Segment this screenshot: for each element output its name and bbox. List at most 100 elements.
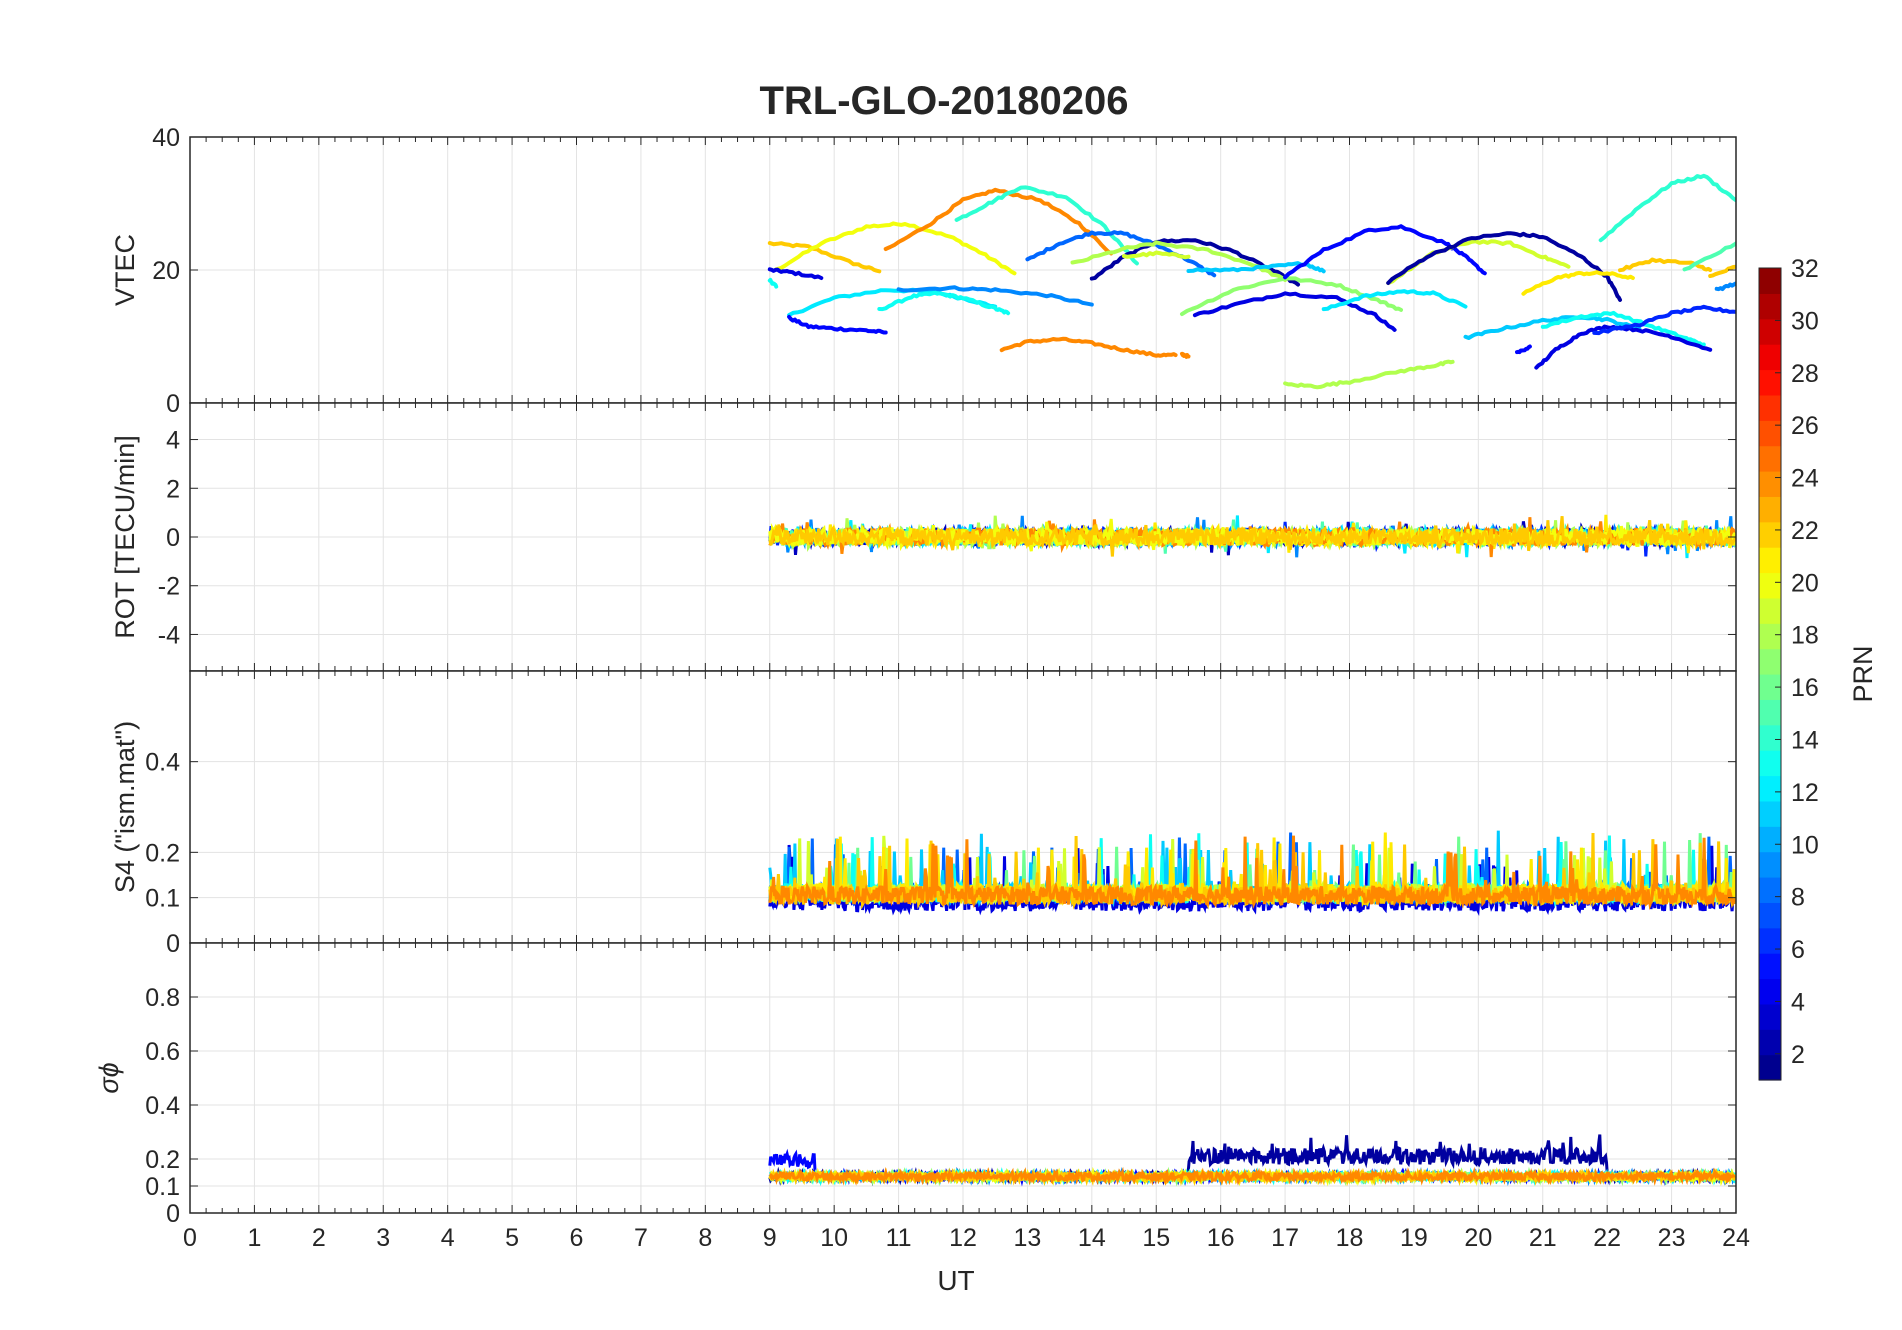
colorbar-segment xyxy=(1759,902,1781,929)
x-tick-label: 22 xyxy=(1593,1224,1621,1252)
x-tick-label: 17 xyxy=(1271,1224,1299,1252)
colorbar-tick-label: 14 xyxy=(1791,726,1819,754)
colorbar-segment xyxy=(1759,800,1781,827)
s4-series-prn-24 xyxy=(768,835,1736,911)
vtec-series-prn-13 xyxy=(767,277,779,289)
y-tick-label: 0 xyxy=(166,930,180,958)
vtec-series-prn-11 xyxy=(1186,261,1326,274)
colorbar-segment xyxy=(1759,826,1781,853)
colorbar-segment xyxy=(1759,496,1781,523)
colorbar-tick-label: 4 xyxy=(1791,988,1805,1016)
colorbar-tick-label: 30 xyxy=(1791,307,1819,335)
colorbar-tick-label: 32 xyxy=(1791,255,1819,283)
colorbar-tick-label: 10 xyxy=(1791,831,1819,859)
x-tick-label: 10 xyxy=(820,1224,848,1252)
colorbar-segment xyxy=(1759,674,1781,700)
y-tick-label: -2 xyxy=(158,573,180,601)
x-tick-label: 12 xyxy=(949,1224,977,1252)
panel-3: 0 0.1 0.2 0.4S4 ("ism.mat") xyxy=(110,670,1737,958)
vtec-series-prn-5 xyxy=(787,314,888,335)
colorbar-tick-label: 26 xyxy=(1791,412,1819,440)
colorbar-segment xyxy=(1759,420,1781,447)
vtec-series-prn-4 xyxy=(767,267,824,280)
vtec-series-prn-18 xyxy=(1283,359,1455,390)
x-tick-label: 20 xyxy=(1464,1224,1492,1252)
data-layer xyxy=(768,514,1736,559)
rot-series-prn-22 xyxy=(768,516,1736,557)
panel-1: 0 20 40 VTEC xyxy=(110,124,1737,418)
vtec-series-prn-13 xyxy=(877,290,1011,316)
colorbar-segment xyxy=(1759,293,1781,320)
vtec-series-prn-6 xyxy=(1592,304,1736,336)
vtec-series-prn-4 xyxy=(1192,291,1397,332)
colorbar-segment xyxy=(1759,851,1781,878)
vtec-series-prn-14 xyxy=(1598,173,1736,243)
x-tick-label: 1 xyxy=(247,1224,261,1252)
colorbar-segment xyxy=(1759,471,1781,497)
colorbar-tick-label: 16 xyxy=(1791,674,1819,702)
x-tick-label: 7 xyxy=(634,1224,648,1252)
y-tick-label: 0.6 xyxy=(145,1038,180,1066)
vtec-series-prn-24 xyxy=(1180,351,1191,359)
colorbar-segment xyxy=(1759,547,1781,574)
colorbar-segment xyxy=(1759,877,1781,903)
colorbar-tick-label: 28 xyxy=(1791,360,1819,388)
y-tick-label: 20 xyxy=(152,257,180,285)
colorbar-segment xyxy=(1759,318,1781,345)
colorbar-segment xyxy=(1759,978,1781,1005)
y-tick-label: 0.1 xyxy=(145,1173,180,1201)
panel-2: -4 -2 0 2 4 ROT [TECU/min] xyxy=(110,402,1737,672)
colorbar-tick-label: 20 xyxy=(1791,569,1819,597)
y-tick-label: 0.2 xyxy=(145,1146,180,1174)
x-tick-label: 15 xyxy=(1142,1224,1170,1252)
x-tick-label: 21 xyxy=(1529,1224,1557,1252)
x-tick-label: 0 xyxy=(183,1224,197,1252)
colorbar-segment xyxy=(1759,699,1781,726)
vtec-series-prn-5 xyxy=(1515,344,1532,355)
vtec-series-prn-9 xyxy=(1714,281,1736,292)
vtec-series-prn-17 xyxy=(1180,276,1403,317)
panel-4: 00.10.2 0.4 0.6 0.8 σϕ xyxy=(94,942,1737,1228)
x-tick-label: 14 xyxy=(1078,1224,1106,1252)
x-tick-label: 9 xyxy=(763,1224,777,1252)
y-axis-label: σϕ xyxy=(94,1062,124,1093)
vtec-series-prn-11 xyxy=(1463,315,1642,340)
colorbar-segment xyxy=(1759,597,1781,624)
colorbar-segment xyxy=(1759,623,1781,650)
data-layer xyxy=(767,173,1736,390)
colorbar-segment xyxy=(1759,724,1781,751)
colorbar-tick-label: 2 xyxy=(1791,1041,1805,1069)
y-tick-label: 0 xyxy=(166,390,180,418)
vtec-series-prn-9 xyxy=(896,285,1094,307)
vtec-series-prn-20 xyxy=(774,221,1017,276)
colorbar-segment xyxy=(1759,344,1781,371)
x-tick-label: 6 xyxy=(570,1224,584,1252)
x-tick-label: 5 xyxy=(505,1224,519,1252)
colorbar-segment xyxy=(1759,648,1781,675)
x-tick-label: 23 xyxy=(1658,1224,1686,1252)
x-tick-label: 24 xyxy=(1722,1224,1750,1252)
vtec-series-prn-19 xyxy=(1122,250,1191,260)
x-tick-label: 19 xyxy=(1400,1224,1428,1252)
colorbar-segment xyxy=(1759,572,1781,599)
colorbar-segment xyxy=(1759,268,1781,294)
colorbar-tick-label: 24 xyxy=(1791,465,1819,493)
vtec-series-prn-15 xyxy=(1682,241,1736,272)
colorbar-segment xyxy=(1759,1029,1781,1056)
x-tick-label: 16 xyxy=(1207,1224,1235,1252)
x-tick-label: 8 xyxy=(698,1224,712,1252)
colorbar-segment xyxy=(1759,1054,1781,1081)
vtec-series-prn-24 xyxy=(883,187,1114,256)
vtec-series-prn-22 xyxy=(767,241,882,274)
colorbar-tick-label: 12 xyxy=(1791,779,1819,807)
y-tick-label: 0.2 xyxy=(145,839,180,867)
x-tick-label: 18 xyxy=(1336,1224,1364,1252)
y-tick-label: 0.4 xyxy=(145,1092,180,1120)
colorbar-tick-label: 6 xyxy=(1791,936,1805,964)
vtec-series-prn-12 xyxy=(1321,289,1468,312)
colorbar-segment xyxy=(1759,445,1781,472)
colorbar-segment xyxy=(1759,953,1781,980)
x-tick-label: 4 xyxy=(441,1224,455,1252)
x-tick-label: 2 xyxy=(312,1224,326,1252)
